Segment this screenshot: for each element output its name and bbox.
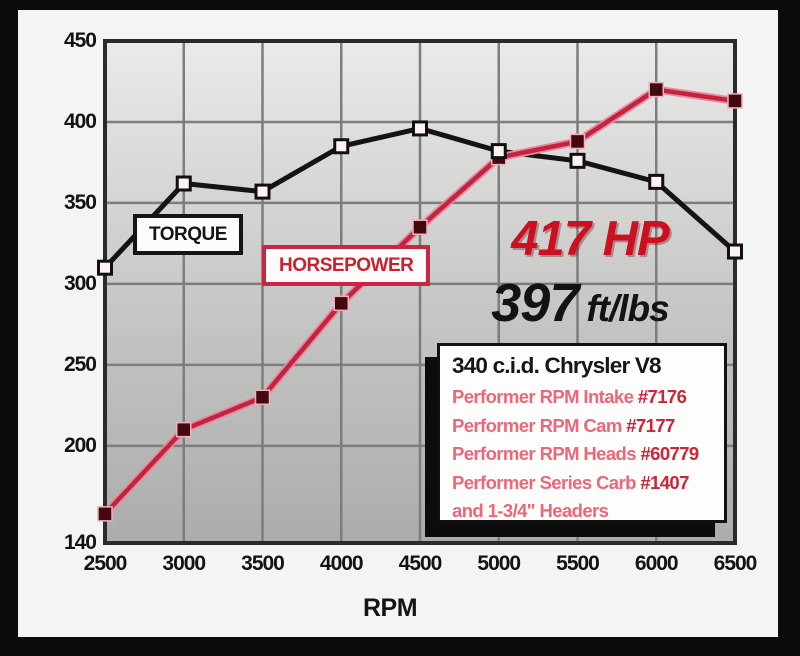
engine-part-line: Performer RPM Cam #7177 [452,412,724,441]
peak-torque-value: 397 [491,273,579,333]
part-number: #1407 [635,471,689,493]
horsepower-series-label: HORSEPOWER [262,245,431,286]
y-tick-label: 140 [63,531,97,554]
y-tick-label: 450 [63,29,97,52]
engine-part-line: Performer Series Carb #1407 [452,469,724,498]
x-tick-label: 6500 [713,552,758,575]
y-tick-label: 300 [63,271,97,295]
part-description: Performer RPM Heads [452,443,637,464]
peak-torque-unit: ft/lbs [586,288,669,329]
part-description: Performer RPM Cam [452,414,622,436]
y-tick-label: 400 [63,109,97,133]
x-tick-label: 4500 [398,552,443,575]
part-description: Performer Series Carb [452,471,636,493]
part-description: Performer RPM Intake [452,386,634,407]
part-number: #7176 [633,386,687,407]
peak-horsepower-callout: 417 HP [511,212,669,266]
engine-part-line: Performer RPM Heads #60779 [452,440,724,469]
x-axis-title: RPM [362,594,418,622]
y-tick-label: 250 [63,352,97,376]
peak-torque-callout: 397 ft/lbs [420,272,740,334]
part-number: #60779 [635,443,699,464]
part-number: #7177 [621,414,675,436]
engine-part-line: and 1-3/4" Headers [452,497,724,526]
y-tick-label: 350 [63,190,97,214]
torque-series-label: TORQUE [133,214,243,255]
part-description: and 1-3/4" Headers [452,500,609,521]
engine-parts-list: Performer RPM Intake #7176 Performer RPM … [452,383,724,526]
x-tick-label: 3000 [162,552,206,575]
x-tick-label: 3500 [241,552,285,575]
x-tick-label: 5500 [556,552,600,575]
x-tick-label: 5000 [477,552,521,575]
engine-spec-box: 340 c.i.d. Chrysler V8 Performer RPM Int… [437,343,727,523]
x-tick-label: 4000 [319,552,364,575]
engine-title: 340 c.i.d. Chrysler V8 [452,353,662,378]
x-tick-label: 2500 [83,552,128,575]
x-tick-label: 6000 [634,552,679,575]
y-tick-label: 200 [63,433,97,457]
engine-part-line: Performer RPM Intake #7176 [452,383,724,412]
